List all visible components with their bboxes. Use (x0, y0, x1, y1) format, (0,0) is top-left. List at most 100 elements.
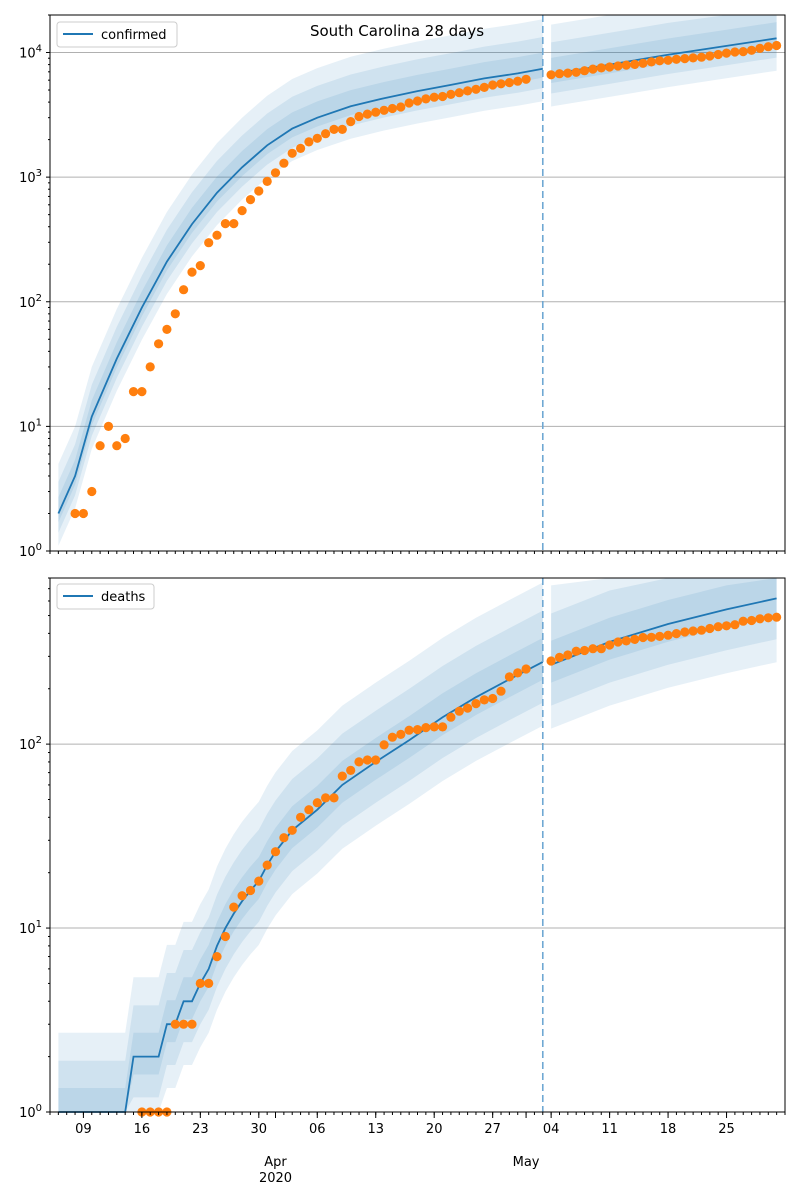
data-point (588, 64, 598, 74)
data-point (262, 860, 272, 870)
data-point (554, 69, 565, 79)
data-point (621, 636, 631, 646)
data-point (688, 53, 698, 63)
legend-label-confirmed: confirmed (101, 28, 167, 43)
data-point (563, 650, 573, 660)
data-point (396, 729, 406, 740)
data-point (329, 793, 339, 803)
data-point (321, 129, 331, 139)
data-point (154, 339, 164, 349)
data-point (404, 725, 414, 735)
data-point (170, 309, 180, 319)
data-point (579, 645, 590, 656)
data-point (237, 206, 247, 216)
data-point (596, 63, 606, 73)
data-point (346, 765, 356, 776)
data-point (588, 644, 598, 654)
data-point (304, 137, 314, 147)
data-point (730, 620, 740, 630)
data-point (563, 68, 573, 78)
uncertainty-band (58, 52, 543, 523)
data-point (671, 54, 682, 64)
x-tick-label: 04 (543, 1122, 560, 1137)
x-tick-label: 18 (660, 1122, 677, 1137)
data-point (304, 805, 314, 815)
data-point (688, 626, 698, 636)
data-point (170, 1019, 180, 1029)
data-point (738, 47, 748, 57)
data-point (112, 441, 122, 451)
data-point (354, 757, 364, 767)
legend: deaths (56, 583, 155, 610)
data-point (755, 43, 765, 54)
data-point (229, 902, 239, 912)
data-point (279, 833, 289, 843)
data-point (554, 652, 565, 663)
data-point (655, 56, 665, 66)
data-point (120, 433, 130, 444)
data-point (463, 86, 473, 96)
data-point (296, 143, 306, 153)
data-point (755, 614, 765, 624)
uncertainty-band (551, 578, 777, 706)
data-point (772, 612, 782, 622)
data-point (705, 623, 715, 634)
data-point (429, 722, 439, 732)
data-point (613, 637, 623, 647)
data-point (128, 387, 139, 397)
data-point (187, 267, 197, 277)
uncertainty-band (58, 582, 543, 1112)
data-point (446, 89, 456, 99)
data-point (663, 630, 673, 640)
x-tick-label: 13 (367, 1122, 384, 1137)
data-point (521, 664, 531, 674)
data-point (605, 62, 615, 72)
data-point (463, 703, 473, 713)
data-point (772, 40, 782, 51)
data-point (412, 96, 423, 106)
data-point (446, 712, 456, 722)
data-point (671, 629, 682, 639)
data-point (488, 80, 498, 90)
data-point (747, 45, 757, 55)
data-point (438, 722, 448, 732)
data-point (513, 76, 523, 86)
data-point (229, 219, 239, 229)
data-point (412, 725, 423, 735)
data-point (346, 117, 356, 127)
data-point (145, 362, 155, 372)
data-point (479, 82, 489, 92)
chart-title: South Carolina 28 days (310, 22, 484, 40)
data-point (721, 621, 732, 631)
x-tick-label: 30 (251, 1122, 268, 1137)
data-point (404, 98, 414, 108)
data-point (763, 42, 773, 52)
data-point (137, 387, 147, 397)
data-point (187, 1019, 197, 1029)
x-tick-label: 25 (718, 1122, 735, 1137)
data-point (605, 640, 615, 650)
x-tick-label: 09 (75, 1122, 92, 1137)
x-tick-label: 23 (192, 1122, 209, 1137)
data-point (337, 771, 347, 781)
data-point (179, 285, 189, 295)
data-point (321, 793, 331, 803)
data-point (646, 57, 657, 67)
data-point (387, 732, 397, 742)
data-point (747, 615, 757, 626)
data-point (713, 622, 723, 632)
data-point (262, 176, 272, 186)
x-tick-label: 06 (309, 1122, 326, 1137)
x-month-label: Apr (264, 1155, 287, 1170)
uncertainty-band (551, 578, 777, 729)
data-point (379, 740, 389, 750)
data-point (78, 508, 88, 519)
data-point (287, 825, 297, 835)
data-point (387, 103, 397, 114)
data-point (488, 693, 498, 704)
data-point (504, 672, 514, 682)
data-point (70, 508, 80, 519)
